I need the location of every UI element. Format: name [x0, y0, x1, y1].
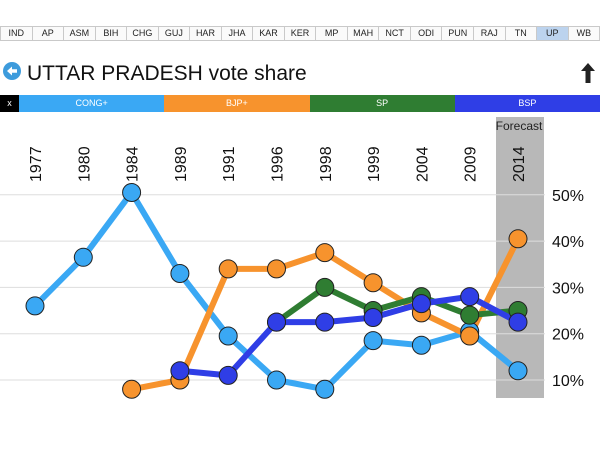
- data-point-bjp: [460, 326, 480, 346]
- data-point-sp: [460, 305, 480, 325]
- state-tab-bih[interactable]: BIH: [95, 26, 128, 41]
- up-arrow-icon[interactable]: [580, 62, 596, 84]
- data-point-cong: [218, 326, 238, 346]
- data-point-cong: [363, 331, 383, 351]
- state-tab-up[interactable]: UP: [537, 26, 569, 41]
- forecast-band: [496, 117, 544, 398]
- x-tick-label: 1984: [125, 146, 142, 182]
- x-tick-label: 2014: [511, 146, 528, 182]
- y-tick-label: 20%: [552, 327, 584, 344]
- x-tick-label: 1991: [221, 146, 238, 182]
- data-point-cong: [73, 247, 93, 267]
- state-tab-wb[interactable]: WB: [568, 26, 600, 41]
- state-tab-bar: IND AP ASM BIH CHG GUJ HAR JHA KAR KER MP MAH NCT ODI…: [0, 26, 600, 41]
- state-tab-tn[interactable]: TN: [505, 26, 538, 41]
- x-tick-label: 1980: [76, 146, 93, 182]
- state-tab-odi[interactable]: ODI: [410, 26, 443, 41]
- data-point-sp: [315, 277, 335, 297]
- party-tab-bjp[interactable]: BJP+: [164, 95, 310, 112]
- data-point-bjp: [508, 229, 528, 249]
- data-point-bsp: [267, 312, 286, 332]
- party-tab-bsp[interactable]: BSP: [454, 95, 600, 112]
- state-tab-kar[interactable]: KAR: [253, 26, 285, 41]
- series-line-cong: [32, 189, 521, 393]
- data-point-cong: [508, 361, 528, 381]
- state-tab-chg[interactable]: CHG: [127, 26, 159, 41]
- data-point-bsp: [218, 365, 238, 385]
- data-point-cong: [411, 335, 431, 355]
- x-tick-label: 1977: [28, 146, 45, 182]
- state-tab-ker[interactable]: KER: [284, 26, 317, 41]
- state-tab-mah[interactable]: MAH: [347, 26, 380, 41]
- data-point-bjp: [363, 273, 383, 293]
- y-tick-label: 30%: [552, 280, 584, 297]
- party-legend-bar: x CONG+ BJP+ SP BSP: [0, 95, 600, 112]
- state-tab-nct[interactable]: NCT: [379, 26, 411, 41]
- y-tick-label: 50%: [552, 188, 584, 205]
- state-tab-guj[interactable]: GUJ: [158, 26, 191, 41]
- back-arrow-icon[interactable]: [3, 62, 21, 80]
- party-legend: CONG+ BJP+ SP BSP: [19, 95, 600, 112]
- state-tab-asm[interactable]: ASM: [64, 26, 96, 41]
- x-tick-label: 2004: [414, 146, 431, 182]
- vote-share-chart: Forecast 10% 20% 30% 40% 50% 1977 1980 1984 1989 1…: [0, 117, 584, 399]
- data-point-bjp: [267, 259, 286, 279]
- data-point-bsp: [315, 312, 335, 332]
- data-point-cong: [25, 296, 45, 316]
- x-tick-label: 1996: [270, 146, 287, 182]
- forecast-label: Forecast: [496, 119, 543, 133]
- party-tab-sp[interactable]: SP: [309, 95, 455, 112]
- x-tick-label: 2009: [463, 146, 480, 182]
- data-point-bsp: [460, 287, 480, 307]
- data-point-bsp: [411, 294, 431, 314]
- data-point-bjp: [315, 243, 335, 263]
- data-point-bsp: [508, 312, 528, 332]
- data-point-cong: [170, 264, 190, 284]
- data-point-bsp: [363, 307, 383, 327]
- y-tick-label: 10%: [552, 373, 584, 390]
- state-tab-ind[interactable]: IND: [0, 26, 33, 41]
- page-title: UTTAR PRADESH vote share: [27, 62, 307, 85]
- close-button[interactable]: x: [0, 95, 19, 112]
- state-tab-ap[interactable]: AP: [32, 26, 65, 41]
- x-tick-label: 1989: [173, 146, 190, 182]
- data-point-cong: [122, 182, 142, 202]
- x-tick-label: 1999: [366, 146, 383, 182]
- x-tick-label: 1998: [318, 146, 335, 182]
- state-tab-mp[interactable]: MP: [316, 26, 348, 41]
- party-tab-cong[interactable]: CONG+: [19, 95, 165, 112]
- state-tab-raj[interactable]: RAJ: [473, 26, 506, 41]
- state-tab-pun[interactable]: PUN: [442, 26, 474, 41]
- state-tab-har[interactable]: HAR: [190, 26, 222, 41]
- state-tab-jha[interactable]: JHA: [221, 26, 254, 41]
- data-point-bjp: [122, 379, 142, 399]
- data-point-bsp: [170, 361, 190, 381]
- data-point-cong: [267, 370, 286, 390]
- y-tick-label: 40%: [552, 234, 584, 251]
- data-point-bjp: [218, 259, 238, 279]
- data-point-cong: [315, 379, 335, 399]
